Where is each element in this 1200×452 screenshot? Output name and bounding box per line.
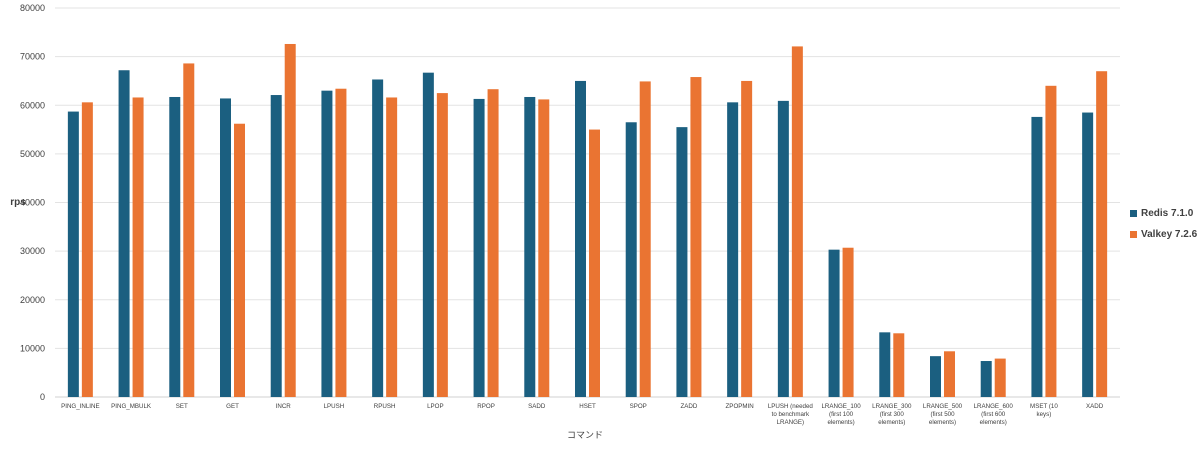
x-tick-label: MSET (10 keys) <box>1030 403 1058 418</box>
bar-valkey <box>284 43 296 398</box>
bar-valkey <box>690 77 702 398</box>
bars <box>67 43 1108 398</box>
bar-redis <box>169 96 181 397</box>
x-tick-label: SADD <box>528 403 546 410</box>
bar-valkey <box>386 97 398 397</box>
bar-redis <box>422 72 434 397</box>
bar-redis <box>777 100 789 397</box>
y-tick-label: 0 <box>40 392 45 402</box>
bar-redis <box>1031 116 1043 398</box>
bar-valkey <box>741 80 753 397</box>
bar-redis <box>321 90 333 397</box>
legend-item-redis: Redis 7.1.0 <box>1130 205 1200 221</box>
bar-redis <box>270 95 282 397</box>
y-tick-label: 50000 <box>20 149 45 159</box>
legend-item-valkey: Valkey 7.2.6 <box>1130 226 1200 242</box>
bar-redis <box>625 122 637 398</box>
bar-redis <box>220 98 231 397</box>
legend-swatch-valkey <box>1130 230 1137 238</box>
y-axis-title: rps <box>10 197 26 208</box>
bar-redis <box>67 111 79 397</box>
bar-valkey <box>81 102 93 398</box>
bar-valkey <box>893 333 905 397</box>
legend: Redis 7.1.0 Valkey 7.2.6 <box>1130 205 1200 247</box>
bar-valkey <box>1045 85 1057 398</box>
bar-valkey <box>183 63 195 398</box>
x-tick-label: LRANGE_600 (first 600 elements) <box>974 403 1014 426</box>
x-tick-label: XADD <box>1086 403 1104 410</box>
x-tick-label: LPUSH <box>324 403 345 410</box>
y-tick-label: 80000 <box>20 3 45 13</box>
legend-swatch-redis <box>1130 209 1137 217</box>
y-tick-label: 40000 <box>20 198 45 208</box>
bar-redis <box>1082 112 1094 397</box>
bar-redis <box>473 98 485 398</box>
bar-valkey <box>791 46 803 397</box>
x-axis-title: コマンド <box>567 430 603 440</box>
bar-valkey <box>639 81 651 397</box>
x-tick-label: SPOP <box>630 403 647 410</box>
x-tick-label: RPOP <box>477 403 495 410</box>
bar-redis <box>828 249 840 397</box>
bar-valkey <box>538 99 550 397</box>
x-tick-label: SET <box>176 403 188 410</box>
legend-label-redis: Redis 7.1.0 <box>1141 207 1194 219</box>
x-tick-label: LRANGE_500 (first 500 elements) <box>923 403 963 426</box>
bar-valkey <box>994 358 1006 397</box>
bar-redis <box>930 356 941 397</box>
bar-valkey <box>944 351 955 397</box>
x-tick-label: LPOP <box>427 403 444 410</box>
x-tick-label: LPUSH (needed to benchmark LRANGE) <box>768 403 814 426</box>
x-tick-label: RPUSH <box>374 403 396 410</box>
x-tick-label: ZADD <box>681 403 698 410</box>
x-tick-label: PING_INLINE <box>61 403 100 410</box>
bar-redis <box>980 361 992 397</box>
gridlines <box>55 7 1120 398</box>
y-tick-label: 30000 <box>20 246 45 256</box>
y-tick-label: 60000 <box>20 100 45 110</box>
legend-label-valkey: Valkey 7.2.6 <box>1141 228 1198 240</box>
x-tick-label: LRANGE_100 (first 100 elements) <box>821 403 861 426</box>
bar-valkey <box>589 129 600 397</box>
bar-valkey <box>842 247 854 397</box>
bar-valkey <box>234 123 245 397</box>
bar-valkey <box>132 97 144 397</box>
x-tick-label: ZPOPMIN <box>726 403 754 410</box>
bar-valkey <box>335 88 347 397</box>
bar-redis <box>575 80 586 397</box>
bar-redis <box>727 102 739 398</box>
y-tick-label: 20000 <box>20 295 45 305</box>
bar-redis <box>524 96 536 397</box>
axes: 0 10000 20000 30000 40000 50000 60000 70000 8000… <box>20 3 1104 426</box>
y-tick-label: 70000 <box>20 52 45 62</box>
x-tick-label: LRANGE_300 (first 300 elements) <box>872 403 912 426</box>
bar-redis <box>879 332 891 397</box>
y-tick-label: 10000 <box>20 343 45 353</box>
bar-valkey <box>436 93 448 397</box>
x-tick-label: INCR <box>276 403 292 410</box>
bar-redis <box>676 127 688 397</box>
x-tick-label: HSET <box>579 403 596 410</box>
bar-redis <box>372 79 384 397</box>
bar-redis <box>118 70 130 398</box>
x-tick-label: PING_MBULK <box>111 403 152 410</box>
x-tick-label: GET <box>226 403 239 410</box>
bar-valkey <box>487 89 499 398</box>
bar-valkey <box>1096 71 1108 398</box>
